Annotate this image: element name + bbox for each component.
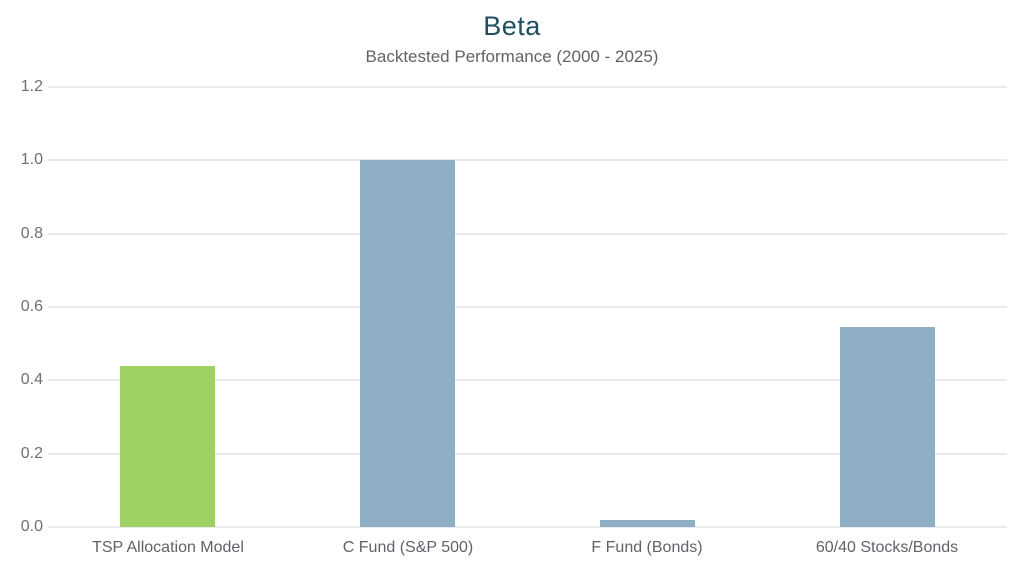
gridline-0.8	[48, 233, 1007, 235]
x-tick-label-60-40-stocks-bonds: 60/40 Stocks/Bonds	[815, 539, 959, 556]
y-tick-label-0.6: 0.6	[20, 298, 43, 315]
y-tick-label-0.0: 0.0	[20, 518, 43, 535]
bar-tsp-allocation-model[interactable]	[120, 366, 215, 527]
gridline-0.6	[48, 306, 1007, 308]
chart-title: Beta	[483, 11, 541, 41]
y-tick-label-0.4: 0.4	[20, 371, 43, 388]
y-tick-label-1.0: 1.0	[20, 151, 43, 168]
gridline-0.0	[48, 526, 1007, 528]
x-tick-label-c-fund-s-p-500: C Fund (S&P 500)	[342, 539, 474, 556]
bar-f-fund-bonds[interactable]	[600, 520, 695, 527]
gridline-0.4	[48, 379, 1007, 381]
y-tick-label-0.2: 0.2	[20, 445, 43, 462]
gridline-0.2	[48, 453, 1007, 455]
gridline-1.0	[48, 159, 1007, 161]
bar-c-fund-s-p-500[interactable]	[360, 160, 455, 527]
y-tick-label-0.8: 0.8	[20, 225, 43, 242]
gridline-1.2	[48, 86, 1007, 88]
chart-subtitle: Backtested Performance (2000 - 2025)	[365, 47, 659, 66]
bar-60-40-stocks-bonds[interactable]	[840, 327, 935, 527]
y-tick-label-1.2: 1.2	[20, 78, 43, 95]
x-tick-label-f-fund-bonds: F Fund (Bonds)	[591, 539, 703, 556]
x-tick-label-tsp-allocation-model: TSP Allocation Model	[92, 539, 244, 556]
